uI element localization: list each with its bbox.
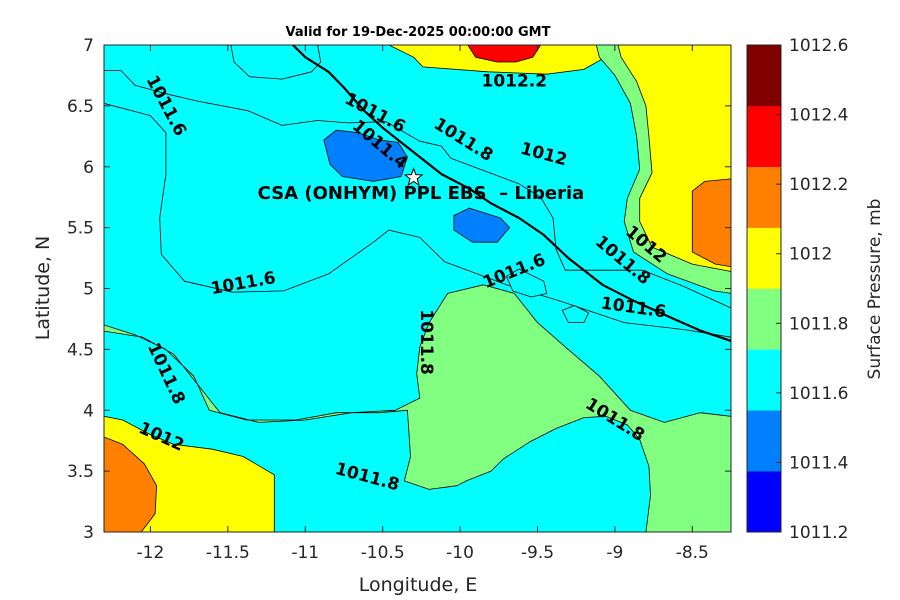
- contour-region-1011-6-12: [506, 268, 548, 298]
- coastline-layer: [292, 45, 731, 342]
- colorbar-tick-label: 1011.4: [789, 453, 848, 473]
- x-tick-label: -12: [137, 543, 165, 563]
- y-tick-label: 3: [83, 523, 94, 543]
- y-axis: 3 3.5 4 4.5 5 5.5 6 6.5 7: [67, 36, 731, 543]
- contour-region-1011-6-13: [561, 305, 589, 324]
- colorbar-band-1012-2: [747, 166, 781, 228]
- colorbar-tick-label: 1012: [789, 245, 832, 265]
- y-tick-label: 6.5: [67, 97, 94, 117]
- x-tick-label: -10.5: [361, 543, 405, 563]
- contour-region-1011-6-2: [104, 70, 731, 338]
- colorbar-tick-label: 1012.6: [789, 36, 848, 56]
- x-tick-label: -9.5: [521, 543, 554, 563]
- colorbar-frame: [746, 44, 782, 533]
- contour-label-11: 1011.8: [416, 309, 436, 375]
- colorbar-band-1011-6: [747, 349, 781, 411]
- contour-regions: [104, 45, 731, 532]
- colorbar-band-1011-8: [747, 288, 781, 350]
- y-tick-label: 4.5: [67, 340, 94, 360]
- colorbar-tick-label: 1011.2: [789, 523, 848, 543]
- x-tick-label: -11: [291, 543, 319, 563]
- colorbar-tick-label: 1012.4: [789, 106, 848, 126]
- x-tick-label: -8.5: [676, 543, 709, 563]
- x-tick-label: -11.5: [206, 543, 250, 563]
- y-tick-label: 7: [83, 36, 94, 56]
- contour-region-1011-6-3: [230, 45, 322, 80]
- x-tick-label: -9: [606, 543, 623, 563]
- y-tick-label: 5.5: [67, 219, 94, 239]
- y-tick-label: 3.5: [67, 462, 94, 482]
- colorbar-band-1011-4: [747, 410, 781, 472]
- colorbar-band-1012-6: [747, 45, 781, 107]
- x-axis: -12 -11.5 -11 -10.5 -10 -9.5 -9 -8.5: [137, 45, 709, 563]
- x-axis-label: Longitude, E: [359, 574, 478, 596]
- contour-region-1012-4-1: [467, 45, 541, 63]
- contour-region-1012-2-9: [691, 178, 731, 268]
- colorbar-band-1011-2: [747, 471, 781, 533]
- colorbar-label: Surface Pressure, mb: [865, 199, 885, 380]
- y-tick-label: 6: [83, 158, 94, 178]
- x-tick-label: -10: [446, 543, 474, 563]
- coastline: [292, 45, 731, 342]
- contour-label-0: 1012.2: [481, 72, 547, 92]
- colorbar-tick-label: 1011.6: [789, 384, 848, 404]
- y-tick-label: 4: [83, 401, 94, 421]
- colorbar-tick-label: 1012.2: [789, 175, 848, 195]
- contour-region-1011-4-10: [323, 129, 408, 182]
- y-axis-label: Latitude, N: [32, 236, 54, 341]
- site-marker-layer: CSA (ONHYM) PPL EBS – Liberia: [258, 167, 585, 204]
- contour-region-1012-2-5: [104, 436, 158, 532]
- site-star-marker: [403, 167, 424, 187]
- y-tick-label: 5: [83, 280, 94, 300]
- site-label: CSA (ONHYM) PPL EBS – Liberia: [258, 183, 585, 204]
- contour-region-1011-4-11: [453, 207, 511, 243]
- colorbar-band-1012: [747, 227, 781, 289]
- chart-title: Valid for 19-Dec-2025 00:00:00 GMT: [286, 25, 551, 40]
- colorbar-tick-label: 1011.8: [789, 314, 848, 334]
- colorbar-band-1012-4: [747, 105, 781, 168]
- colorbar: 1011.2 1011.4 1011.6 1011.8 1012 1012.2 1012.4…: [746, 36, 848, 543]
- contour-region-1011-8-6: [104, 284, 731, 532]
